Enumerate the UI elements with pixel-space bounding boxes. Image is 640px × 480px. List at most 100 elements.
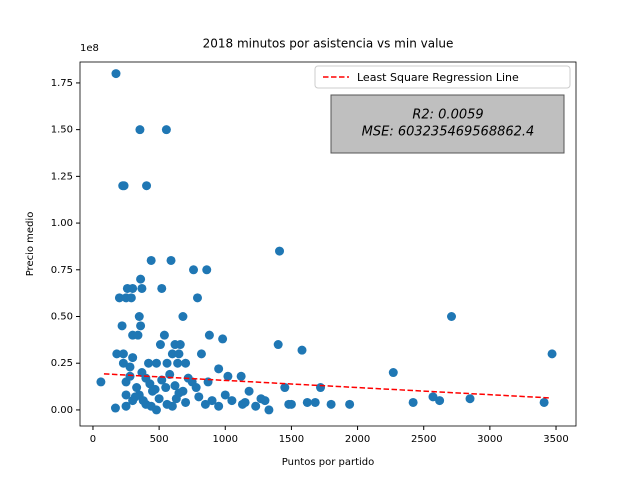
point xyxy=(264,405,274,415)
point xyxy=(244,386,254,396)
x-tick-label: 1500 xyxy=(279,434,304,445)
point xyxy=(189,265,199,275)
point xyxy=(175,340,185,350)
point xyxy=(151,405,161,415)
point xyxy=(191,383,201,393)
point xyxy=(251,401,261,411)
point xyxy=(178,312,188,322)
regression-line xyxy=(103,373,551,399)
point xyxy=(286,399,296,409)
x-tick-label: 3000 xyxy=(477,434,502,445)
point xyxy=(125,362,135,372)
point xyxy=(310,397,320,407)
point xyxy=(155,340,165,350)
point xyxy=(192,293,202,303)
point xyxy=(133,330,143,340)
point xyxy=(214,364,224,374)
point xyxy=(181,397,191,407)
point xyxy=(132,383,142,393)
point xyxy=(112,349,122,359)
point xyxy=(218,334,228,344)
point xyxy=(181,358,191,368)
point xyxy=(223,371,233,381)
point xyxy=(428,392,438,402)
annotation-box xyxy=(330,94,565,154)
point xyxy=(280,383,290,393)
point xyxy=(196,349,206,359)
point xyxy=(137,283,147,293)
point xyxy=(142,181,152,191)
point xyxy=(165,369,175,379)
x-axis-label: Puntos por partido xyxy=(282,457,374,468)
point xyxy=(162,399,172,409)
point xyxy=(167,349,177,359)
y-tick-label: 0.25 xyxy=(51,358,73,369)
point xyxy=(161,383,171,393)
point xyxy=(138,396,148,406)
point xyxy=(200,399,210,409)
point xyxy=(134,312,144,322)
x-tick-label: 1000 xyxy=(213,434,238,445)
point xyxy=(539,397,549,407)
y-axis-label: Precio medio xyxy=(25,212,36,277)
point xyxy=(326,399,336,409)
point xyxy=(145,379,155,389)
y-tick-label: 0.50 xyxy=(51,312,73,323)
point xyxy=(275,246,285,256)
point xyxy=(408,397,418,407)
point xyxy=(194,392,204,402)
point xyxy=(121,401,131,411)
point xyxy=(260,396,270,406)
point xyxy=(150,384,160,394)
annotation-text: R2: 0.0059 xyxy=(412,108,483,123)
point xyxy=(236,371,246,381)
point xyxy=(154,394,164,404)
point xyxy=(435,396,445,406)
point xyxy=(146,255,156,265)
point xyxy=(240,397,250,407)
point xyxy=(202,265,212,275)
point xyxy=(297,345,307,355)
point xyxy=(114,293,124,303)
point xyxy=(170,381,180,391)
point xyxy=(118,358,128,368)
point xyxy=(345,399,355,409)
point xyxy=(465,394,475,404)
point xyxy=(118,349,128,359)
point xyxy=(136,321,146,331)
point xyxy=(144,358,154,368)
point xyxy=(166,255,176,265)
point xyxy=(96,377,106,387)
x-tick-label: 500 xyxy=(150,434,169,445)
x-tick-label: 2000 xyxy=(345,434,370,445)
point xyxy=(204,330,214,340)
point xyxy=(214,401,224,411)
point xyxy=(136,274,146,284)
point xyxy=(316,383,326,393)
point xyxy=(135,125,145,135)
point xyxy=(125,371,135,381)
point xyxy=(174,349,184,359)
point xyxy=(128,353,138,363)
point xyxy=(111,69,121,79)
legend-label: Least Square Regression Line xyxy=(357,71,519,84)
x-tick-label: 0 xyxy=(90,434,96,445)
point xyxy=(227,396,237,406)
point xyxy=(110,403,120,413)
y-tick-label: 0.00 xyxy=(51,405,73,416)
point xyxy=(159,330,169,340)
point xyxy=(447,312,457,322)
y-tick-label: 0.75 xyxy=(51,265,73,276)
y-tick-label: 1.75 xyxy=(51,78,73,89)
point xyxy=(121,390,131,400)
point xyxy=(128,283,138,293)
y-tick-label: 1.50 xyxy=(51,125,73,136)
point xyxy=(173,358,183,368)
point xyxy=(151,358,161,368)
plot-frame xyxy=(79,61,577,427)
y-tick-label: 1.25 xyxy=(51,171,73,182)
point xyxy=(171,394,181,404)
x-tick-label: 3500 xyxy=(543,434,568,445)
x-tick-label: 2500 xyxy=(411,434,436,445)
